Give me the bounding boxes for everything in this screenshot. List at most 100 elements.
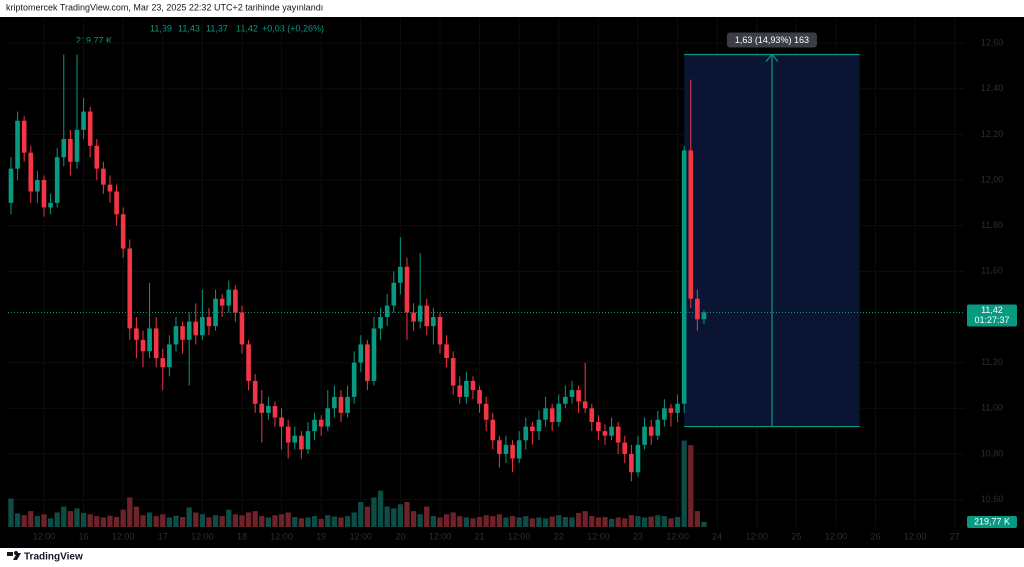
candle-body bbox=[266, 406, 271, 413]
volume-bar bbox=[377, 490, 384, 527]
candle-body bbox=[61, 138, 67, 158]
y-tick-label: 12,00 bbox=[981, 174, 1004, 184]
x-tick-label: 12:00 bbox=[191, 531, 214, 541]
x-tick-label: 12:00 bbox=[350, 531, 373, 541]
volume-bar bbox=[311, 516, 318, 527]
candle-body bbox=[497, 440, 502, 454]
volume-bar bbox=[476, 517, 483, 527]
candle-body bbox=[549, 408, 555, 423]
y-tick-label: 12,40 bbox=[981, 83, 1004, 93]
candle-body bbox=[114, 191, 119, 215]
volume-bar bbox=[80, 512, 87, 527]
candle-body bbox=[635, 444, 641, 473]
candle-body bbox=[668, 408, 674, 413]
legend-open: 11,39 bbox=[150, 23, 172, 33]
volume-bar bbox=[443, 514, 450, 527]
candle-body bbox=[437, 317, 443, 345]
x-tick-label: 18 bbox=[237, 531, 247, 541]
publisher: kriptomercek TradingView.com, Mar 23, 20… bbox=[6, 2, 323, 12]
volume-bar bbox=[364, 506, 371, 527]
volume-bar bbox=[61, 506, 67, 527]
candle-body bbox=[345, 396, 350, 413]
candle-body bbox=[48, 202, 53, 208]
candle-body bbox=[675, 403, 680, 413]
volume-bar bbox=[87, 514, 93, 527]
candle-body bbox=[510, 444, 515, 459]
volume-bar bbox=[661, 516, 668, 527]
candle-body bbox=[318, 419, 324, 427]
candle-body bbox=[219, 298, 225, 306]
candle-body bbox=[681, 150, 687, 404]
volume-bar bbox=[74, 508, 80, 527]
volume-bar bbox=[8, 498, 14, 527]
measure-arrowhead bbox=[765, 53, 779, 62]
candle-body bbox=[81, 111, 86, 130]
candle-body bbox=[582, 401, 588, 409]
volume-bar bbox=[318, 518, 324, 527]
x-tick-label: 20 bbox=[395, 531, 405, 541]
candle-body bbox=[279, 417, 284, 427]
volume-bar bbox=[272, 515, 278, 527]
volume-bar bbox=[701, 522, 707, 527]
candle-body bbox=[609, 426, 614, 436]
candle-body bbox=[292, 435, 298, 443]
legend-volume: 219,77 K bbox=[76, 35, 112, 45]
candle-body bbox=[233, 289, 238, 313]
volume-bar bbox=[94, 516, 100, 527]
candle-body bbox=[384, 305, 390, 318]
candle-body bbox=[299, 435, 304, 450]
volume-bar bbox=[351, 512, 357, 527]
volume-bar bbox=[556, 515, 562, 527]
volume-bar bbox=[628, 515, 635, 527]
candle-body bbox=[15, 120, 20, 169]
candle-body bbox=[305, 431, 311, 450]
candle-body bbox=[503, 444, 509, 454]
legend-high: 11,43 bbox=[178, 23, 200, 33]
volume-bar bbox=[602, 517, 608, 527]
volume-bar bbox=[371, 497, 377, 527]
y-tick-label: 12,20 bbox=[981, 129, 1004, 139]
candle-body bbox=[120, 214, 126, 249]
x-tick-label: 12:00 bbox=[825, 531, 848, 541]
volume-bar bbox=[688, 445, 694, 527]
candle-body bbox=[398, 266, 403, 283]
candle-body bbox=[576, 390, 581, 402]
x-tick-label: 12:00 bbox=[33, 531, 56, 541]
volume-bar bbox=[21, 515, 27, 527]
candle-body bbox=[186, 321, 192, 340]
volume-bar bbox=[212, 515, 219, 527]
last-price-label: 11,42 bbox=[981, 305, 1003, 315]
candle-body bbox=[404, 266, 410, 313]
volume-bar bbox=[569, 517, 575, 527]
volume-bar bbox=[305, 517, 311, 527]
x-tick-label: 12:00 bbox=[587, 531, 610, 541]
volume-bar bbox=[575, 512, 582, 527]
x-tick-label: 12:00 bbox=[429, 531, 452, 541]
volume-bar bbox=[536, 517, 542, 527]
candle-body bbox=[695, 298, 700, 320]
volume-bar bbox=[635, 516, 641, 527]
chart-background bbox=[0, 17, 1024, 548]
volume-bar bbox=[28, 511, 34, 527]
candle-body bbox=[101, 168, 106, 185]
volume-bar bbox=[67, 511, 74, 527]
volume-bar bbox=[562, 517, 569, 527]
volume-tag bbox=[967, 516, 1017, 529]
candle-body bbox=[543, 408, 548, 420]
volume-bar bbox=[417, 514, 423, 527]
candle-body bbox=[239, 312, 245, 345]
candle-body bbox=[160, 358, 166, 368]
candle-body bbox=[127, 248, 133, 329]
volume-bar bbox=[694, 511, 701, 527]
countdown: 01:27:37 bbox=[974, 315, 1009, 325]
volume-bar bbox=[523, 516, 529, 527]
volume-bar bbox=[179, 517, 186, 527]
candle-body bbox=[200, 317, 205, 336]
candle-body bbox=[615, 426, 621, 443]
candle-body bbox=[490, 419, 496, 441]
candle-body bbox=[94, 145, 100, 169]
volume-bar bbox=[589, 516, 595, 527]
volume-bar bbox=[516, 517, 522, 527]
volume-bar bbox=[490, 516, 496, 527]
candle-body bbox=[28, 152, 34, 192]
